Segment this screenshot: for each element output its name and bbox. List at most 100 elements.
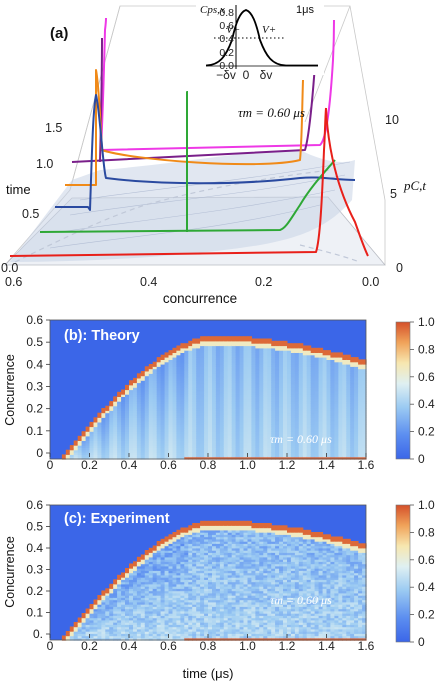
heatmap-cell <box>152 595 158 598</box>
heatmap-cell <box>208 554 213 558</box>
heatmap-cell <box>164 384 170 388</box>
heatmap-cell <box>144 412 150 416</box>
heatmap-cell <box>192 637 197 641</box>
heatmap-cell <box>306 424 312 428</box>
heatmap-cell <box>136 579 142 583</box>
heatmap-cell <box>129 454 134 458</box>
heatmap-cell <box>69 631 75 634</box>
heatmap-cell <box>346 449 351 453</box>
heatmap-cell <box>275 350 280 353</box>
heatmap-cell <box>168 534 173 538</box>
heatmap-cell <box>255 454 260 458</box>
heatmap-cell <box>204 354 209 358</box>
heatmap-cell <box>97 595 102 598</box>
heatmap-cell <box>208 619 213 623</box>
heatmap-cell <box>89 454 94 458</box>
heatmap-cell <box>180 452 185 455</box>
heatmap-cell <box>306 401 312 404</box>
heatmap-cell <box>176 536 181 540</box>
heatmap-cell <box>129 403 134 407</box>
heatmap-cell <box>200 347 205 351</box>
heatmap-cell <box>160 380 166 384</box>
heatmap-cell <box>314 350 320 353</box>
heatmap-cell <box>77 452 83 455</box>
heatmap-cell <box>350 380 355 384</box>
heatmap-cell <box>192 417 197 421</box>
heatmap-cell <box>192 352 197 356</box>
heatmap-cell <box>152 445 158 448</box>
heatmap-cell <box>133 631 138 634</box>
heatmap-cell <box>212 619 217 623</box>
heatmap-cell <box>133 568 138 571</box>
heatmap-cell <box>93 426 98 430</box>
heatmap-cell <box>290 421 296 425</box>
heatmap-cell <box>227 456 233 460</box>
heatmap-cell <box>168 588 173 592</box>
heatmap-cell <box>215 527 221 531</box>
heatmap-cell <box>200 626 205 630</box>
heatmap-cell <box>330 408 335 411</box>
heatmap-cell <box>338 396 343 400</box>
heatmap-cell <box>235 529 241 533</box>
heatmap-cell <box>144 561 150 565</box>
heatmap-cell <box>117 424 122 428</box>
heatmap-cell <box>330 421 335 425</box>
heatmap-cell <box>109 619 114 623</box>
heatmap-cell <box>85 435 91 439</box>
heatmap-cell <box>334 431 339 435</box>
heatmap-cell <box>113 604 118 607</box>
heatmap-cell <box>133 604 138 607</box>
heatmap-cell <box>283 380 288 384</box>
heatmap-cell <box>172 554 177 558</box>
heatmap-cell <box>338 454 343 458</box>
heatmap-cell <box>180 354 185 358</box>
heatmap-cell <box>101 619 106 623</box>
heatmap-cell <box>196 371 201 374</box>
heatmap-cell <box>223 396 229 400</box>
heatmap-cell <box>121 606 126 610</box>
heatmap-cell <box>358 412 363 416</box>
heatmap-cell <box>144 595 150 598</box>
heatmap-cell <box>188 541 193 544</box>
heatmap-cell <box>133 595 138 598</box>
heatmap-cell <box>200 405 205 409</box>
heatmap-cell <box>180 366 185 370</box>
heatmap-cell <box>164 637 170 641</box>
heatmap-cell <box>208 396 213 400</box>
heatmap-cell <box>180 601 185 605</box>
heatmap-cell <box>223 631 229 634</box>
heatmap-cell <box>172 631 177 634</box>
heatmap-cell <box>148 599 154 603</box>
heatmap-cell <box>227 419 233 423</box>
heatmap-cell <box>239 552 245 556</box>
heatmap-cell <box>239 426 245 430</box>
heatmap-cell <box>255 364 260 367</box>
heatmap-cell <box>306 412 312 416</box>
heatmap-cell <box>223 366 229 370</box>
heatmap-cell <box>267 382 272 386</box>
heatmap-cell <box>271 412 276 416</box>
heatmap-cell <box>208 343 213 347</box>
heatmap-cell <box>81 431 87 435</box>
heatmap-cell <box>140 624 146 628</box>
heatmap-cell <box>231 606 237 610</box>
heatmap-cell <box>204 541 209 544</box>
heatmap-cell <box>140 403 146 407</box>
inset-ytick-4: 0.8 <box>219 7 234 19</box>
heatmap-cell <box>298 421 304 425</box>
heatmap-cell <box>215 401 221 404</box>
heatmap-cell <box>219 536 225 540</box>
heatmap-cell <box>204 447 209 451</box>
heatmap-cell <box>287 415 292 418</box>
heatmap-cell <box>208 449 213 453</box>
heatmap-cell <box>294 352 300 356</box>
heatmap-cell <box>227 581 233 585</box>
heatmap-cell <box>109 415 114 418</box>
heatmap-cell <box>121 398 126 402</box>
heatmap-cell <box>231 350 237 353</box>
heatmap-cell <box>121 391 126 395</box>
heatmap-cell <box>212 565 217 569</box>
heatmap-cell <box>196 565 201 569</box>
heatmap-cell <box>231 359 237 363</box>
heatmap-cell <box>93 631 98 634</box>
